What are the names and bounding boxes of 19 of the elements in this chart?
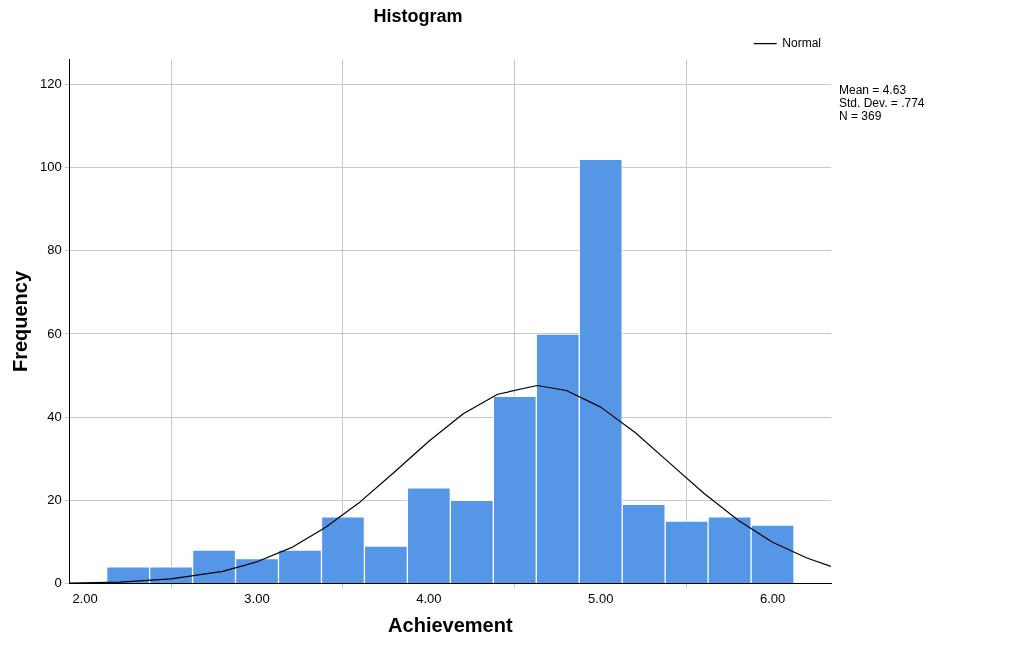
x-tick-label: 4.00 bbox=[416, 590, 442, 606]
x-tick-label: 5.00 bbox=[588, 590, 614, 606]
x-tick-label: 2.00 bbox=[72, 590, 98, 606]
y-tick-label: 120 bbox=[39, 76, 62, 92]
y-axis-title: Frequency bbox=[8, 270, 31, 373]
chart-title: Histogram bbox=[373, 5, 463, 26]
y-tick-label: 100 bbox=[39, 159, 62, 175]
text: Mean = 4.63 bbox=[839, 82, 907, 97]
text: N = 369 bbox=[839, 108, 882, 123]
y-tick-label: 0 bbox=[54, 574, 62, 590]
y-tick-label: 80 bbox=[47, 242, 62, 258]
x-axis-title: Achievement bbox=[388, 613, 513, 636]
x-tick-label: 6.00 bbox=[759, 590, 786, 606]
x-tick-label: 3.00 bbox=[244, 590, 270, 606]
text: Std. Dev. = .774 bbox=[839, 95, 925, 110]
y-tick-label: 60 bbox=[47, 325, 62, 341]
y-tick-label: 20 bbox=[47, 491, 62, 507]
y-tick-label: 40 bbox=[47, 408, 62, 424]
legend-label: Normal bbox=[782, 35, 821, 50]
